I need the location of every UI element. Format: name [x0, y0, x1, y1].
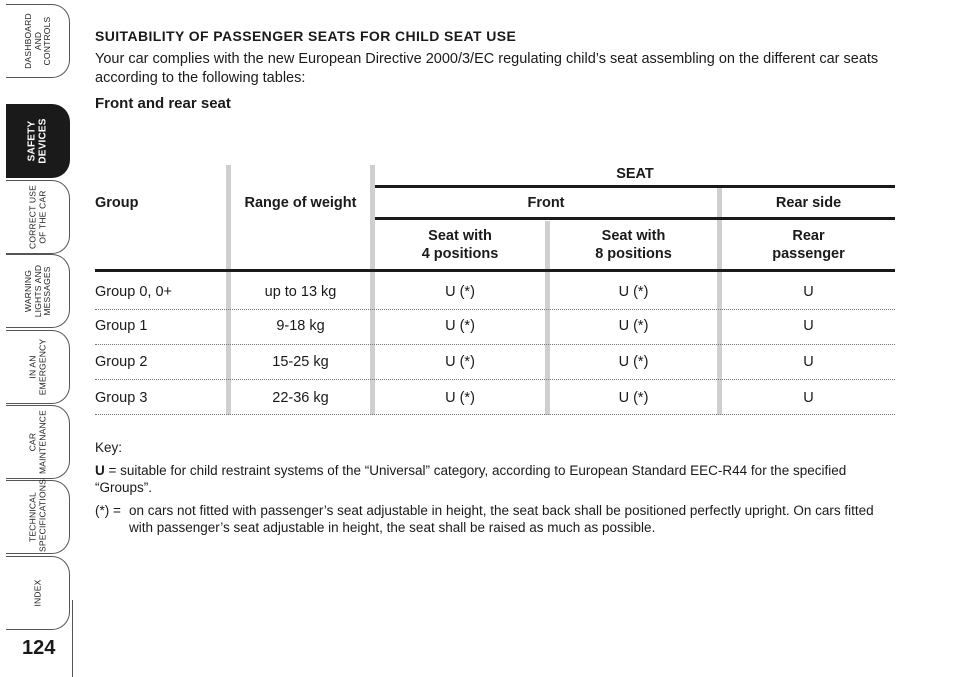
tab-label: TECHNICAL SPECIFICATIONS — [27, 478, 47, 552]
key-footnote-text: on cars not fitted with passenger’s seat… — [129, 503, 874, 535]
key-footnote-mark: (*) = — [95, 503, 121, 518]
row-rear: U — [803, 390, 814, 406]
tab-dashboard-and-controls[interactable]: DASHBOARD AND CONTROLS — [6, 4, 70, 78]
column-divider — [717, 187, 722, 415]
tab-car-maintenance[interactable]: CAR MAINTENANCE — [6, 405, 70, 479]
tab-warning-lights-and-messages[interactable]: WARNING LIGHTS AND MESSAGES — [6, 254, 70, 328]
row-group: Group 3 — [95, 390, 148, 406]
page-number: 124 — [22, 637, 56, 659]
row-weight: up to 13 kg — [264, 284, 337, 300]
tab-correct-use-of-the-car[interactable]: CORRECT USE OF THE CAR — [6, 180, 70, 254]
row-rear: U — [803, 354, 814, 370]
tab-label: CAR MAINTENANCE — [27, 409, 47, 475]
row-rear: U — [803, 284, 814, 300]
main-content: SUITABILITY OF PASSENGER SEATS FOR CHILD… — [95, 28, 895, 112]
row-separator — [95, 414, 895, 415]
column-divider — [370, 165, 375, 415]
key-u-definition: U = suitable for child restraint systems… — [95, 462, 895, 496]
row-seat8: U (*) — [618, 318, 649, 334]
key-footnote: (*) = on cars not fitted with passenger’… — [95, 502, 895, 536]
header-rear-passenger: Rear passenger — [772, 228, 845, 262]
tab-label: WARNING LIGHTS AND MESSAGES — [22, 264, 52, 318]
tab-label: IN AN EMERGENCY — [27, 338, 47, 396]
column-divider — [545, 221, 550, 415]
key-label: Key: — [95, 440, 123, 455]
row-group: Group 0, 0+ — [95, 284, 172, 300]
tab-index[interactable]: INDEX — [6, 556, 70, 630]
section-title: SUITABILITY OF PASSENGER SEATS FOR CHILD… — [95, 28, 517, 44]
row-seat8: U (*) — [618, 284, 649, 300]
header-front: Front — [527, 195, 565, 211]
child-seat-suitability-table: Group Range of weight SEAT Front Rear si… — [95, 165, 895, 415]
row-seat4: U (*) — [445, 318, 475, 334]
chapter-tabs: DASHBOARD AND CONTROLS SAFETY DEVICES CO… — [0, 0, 75, 677]
row-separator — [95, 379, 895, 380]
row-rear: U — [803, 318, 814, 334]
row-separator — [95, 309, 895, 310]
row-weight: 15-25 kg — [272, 354, 329, 370]
row-group: Group 1 — [95, 318, 148, 334]
row-seat8: U (*) — [618, 390, 649, 406]
header-seat-4-positions: Seat with 4 positions — [421, 228, 499, 262]
header-rear-side: Rear side — [775, 195, 842, 211]
row-separator — [95, 344, 895, 345]
key-u-text: = suitable for child restraint systems o… — [95, 463, 847, 495]
row-group: Group 2 — [95, 354, 148, 370]
row-seat4: U (*) — [445, 354, 475, 370]
row-weight: 9-18 kg — [276, 318, 325, 334]
tab-in-an-emergency[interactable]: IN AN EMERGENCY — [6, 330, 70, 404]
header-weight: Range of weight — [244, 195, 357, 211]
page-edge-line — [72, 600, 74, 677]
tab-label: DASHBOARD AND CONTROLS — [22, 13, 52, 69]
header-bottom-rule — [95, 269, 895, 272]
tab-label: INDEX — [31, 579, 42, 607]
tab-label: SAFETY DEVICES — [26, 118, 48, 164]
key-u-letter: U — [95, 463, 105, 478]
tab-label: CORRECT USE OF THE CAR — [27, 185, 47, 249]
column-divider — [226, 165, 231, 415]
header-rule — [375, 217, 895, 220]
header-rule — [375, 185, 895, 188]
header-seat: SEAT — [616, 166, 654, 182]
intro-paragraph: Your car complies with the new European … — [95, 51, 879, 86]
row-seat4: U (*) — [445, 284, 475, 300]
row-seat8: U (*) — [618, 354, 649, 370]
row-weight: 22-36 kg — [272, 390, 329, 406]
key-section: Key: U = suitable for child restraint sy… — [95, 439, 895, 536]
subtitle: Front and rear seat — [95, 95, 231, 112]
tab-safety-devices[interactable]: SAFETY DEVICES — [6, 104, 70, 178]
tab-technical-specifications[interactable]: TECHNICAL SPECIFICATIONS — [6, 478, 70, 554]
row-seat4: U (*) — [445, 390, 475, 406]
header-group: Group — [95, 195, 139, 211]
header-seat-8-positions: Seat with 8 positions — [595, 228, 672, 262]
